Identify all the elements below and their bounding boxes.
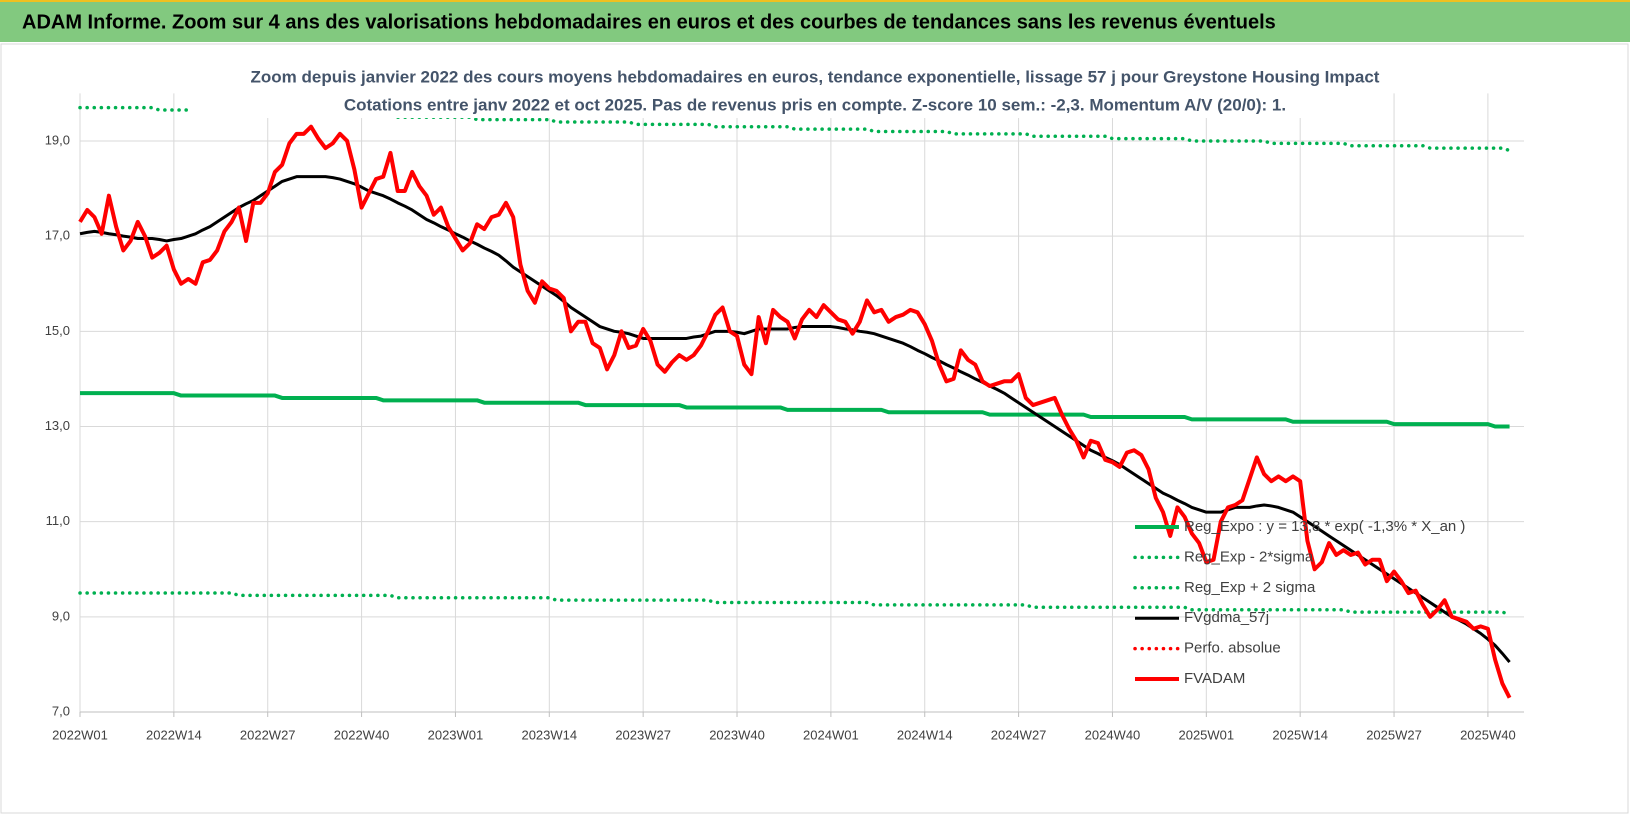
x-tick-label: 2024W40: [1085, 727, 1141, 742]
x-tick-label: 2022W27: [240, 727, 296, 742]
x-tick-label: 2025W27: [1366, 727, 1422, 742]
plot-area: 7,0 9,0 11,0 13,0 15,0 17,0 19,0 2022W01 2022W14…: [45, 93, 1524, 742]
y-tick-label: 11,0: [46, 513, 70, 528]
x-tick-label: 2025W01: [1178, 727, 1234, 742]
header-bar: [0, 0, 1630, 42]
x-tick-label: 2025W40: [1460, 727, 1516, 742]
x-tick-label: 2025W14: [1272, 727, 1328, 742]
series-line: [79, 175, 1511, 664]
legend-label: Reg_Exp + 2 sigma: [1184, 579, 1316, 596]
series-line: [80, 391, 1510, 429]
x-tick-label: 2023W27: [615, 727, 671, 742]
x-tick-label: 2023W01: [428, 727, 484, 742]
header-accent: [0, 0, 1630, 2]
chart-subtitle: Cotations entre janv 2022 et oct 2025. P…: [344, 95, 1286, 114]
y-tick-label: 17,0: [45, 228, 70, 243]
y-tick-label: 7,0: [52, 703, 70, 718]
y-tick-label: 15,0: [45, 323, 70, 338]
x-tick-label: 2022W14: [146, 727, 202, 742]
legend-label: Reg_Exp - 2*sigma: [1184, 548, 1314, 565]
x-tick-label: 2022W40: [334, 727, 390, 742]
x-tick-label: 2024W27: [991, 727, 1047, 742]
legend-label: Perfo. absolue: [1184, 640, 1281, 657]
y-tick-label: 19,0: [45, 132, 70, 147]
legend: Reg_Expo : y = 13,8 * exp( -1,3% * X_an …: [1133, 518, 1465, 687]
title-background: [190, 58, 1380, 118]
legend-label: FVgdma_57j: [1184, 609, 1269, 626]
series-line: [78, 124, 1512, 699]
y-tick-label: 13,0: [45, 418, 70, 433]
legend-label: FVADAM: [1184, 670, 1245, 687]
x-tick-label: 2023W40: [709, 727, 765, 742]
chart-frame: [0, 43, 1629, 814]
series-line: [78, 591, 1512, 617]
x-tick-label: 2024W14: [897, 727, 953, 742]
y-tick-label: 9,0: [52, 608, 70, 623]
legend-label: Reg_Expo : y = 13,8 * exp( -1,3% * X_an …: [1184, 518, 1465, 535]
x-tick-label: 2023W14: [521, 727, 577, 742]
series-line: [78, 105, 1512, 153]
page-header: ADAM Informe. Zoom sur 4 ans des valoris…: [22, 11, 1276, 33]
chart-title: Zoom depuis janvier 2022 des cours moyen…: [251, 67, 1380, 86]
x-tick-label: 2022W01: [52, 727, 108, 742]
x-tick-label: 2024W01: [803, 727, 859, 742]
